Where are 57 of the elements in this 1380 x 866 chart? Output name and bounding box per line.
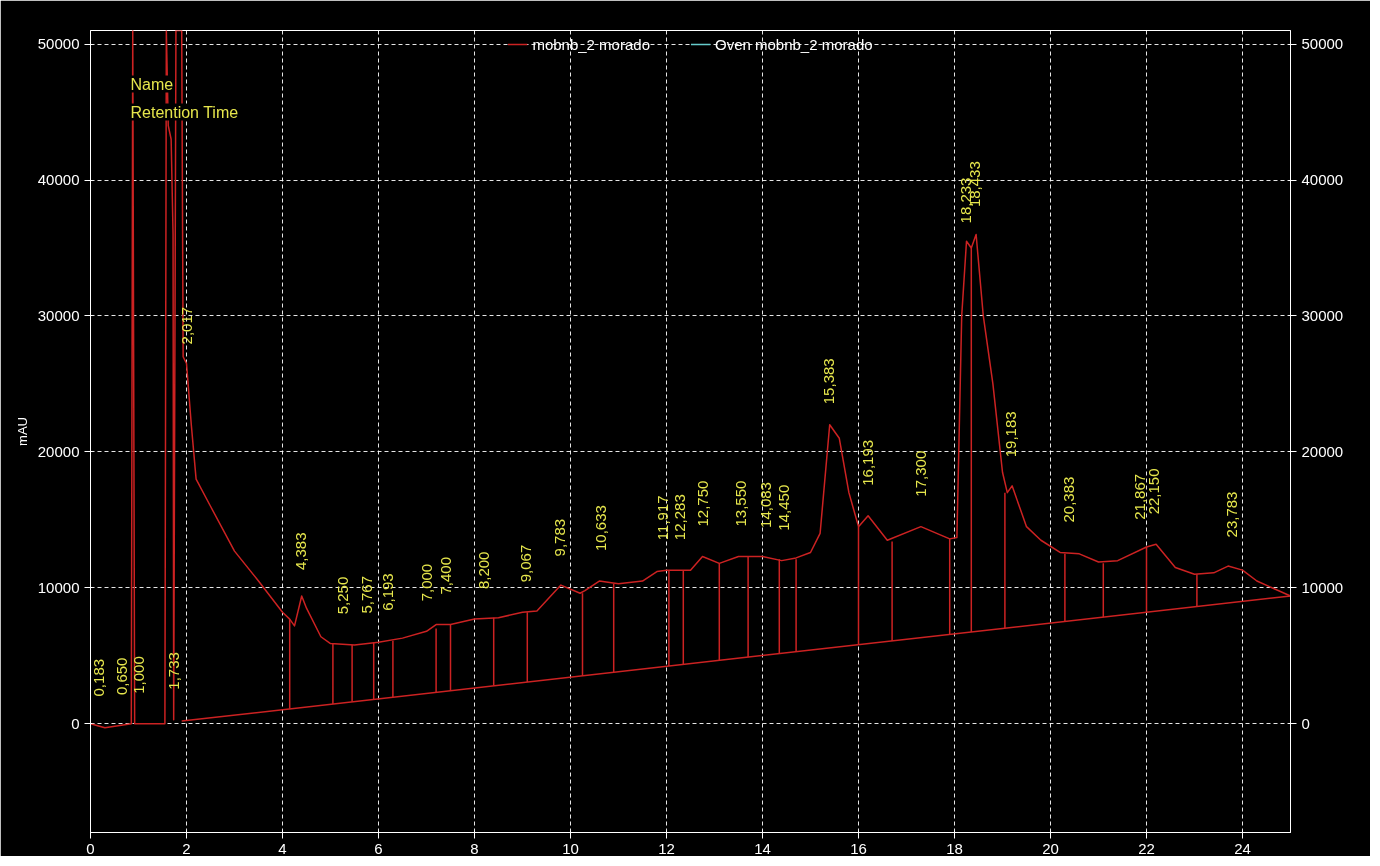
annotation: 20,383 [1059, 476, 1077, 523]
x-tick-label: 12 [658, 839, 675, 857]
x-tick-label: 4 [278, 839, 287, 857]
annotation: 0,183 [90, 658, 108, 697]
annotation: 4,383 [291, 532, 309, 571]
annotation: 1,733 [164, 652, 182, 690]
annotation: 14,450 [775, 484, 793, 531]
annotation: 1,000 [129, 656, 147, 694]
annotation: 11,917 [653, 495, 671, 541]
annotation: Name [130, 75, 174, 93]
x-tick-label: 10 [562, 839, 579, 857]
y-tick-label: 10000 [37, 578, 80, 596]
y-tick-label: 50000 [37, 35, 80, 53]
annotation: 17,300 [911, 450, 929, 497]
annotation: 12,283 [671, 494, 689, 541]
annotation: 8,200 [475, 551, 493, 590]
x-tick-label: 20 [1042, 839, 1059, 857]
x-tick-label: 6 [374, 839, 383, 857]
x-tick-label: 18 [946, 839, 963, 857]
annotation: 2,017 [178, 306, 196, 345]
x-tick-label: 8 [470, 839, 479, 857]
y2-tick-label: 40000 [1301, 171, 1344, 189]
y2-tick-label: 10000 [1301, 578, 1344, 596]
y-tick-label: 0 [71, 714, 80, 732]
y2-tick-label: 20000 [1301, 442, 1344, 460]
annotation: 13,550 [731, 480, 749, 527]
y-tick-label: 40000 [37, 171, 80, 189]
x-tick-label: 14 [754, 839, 771, 857]
legend-label: mobnb_2 morado [532, 35, 650, 53]
y-axis-title: mAU [14, 417, 30, 446]
annotation: 5,250 [333, 576, 351, 615]
legend-label: Oven mobnb_2 morado [714, 35, 873, 53]
x-tick-label: 2 [182, 839, 191, 857]
annotation: 12,750 [693, 480, 711, 527]
annotation: 9,783 [551, 518, 569, 557]
y2-tick-label: 50000 [1301, 35, 1344, 53]
annotation: 16,193 [858, 439, 876, 486]
annotation: 6,193 [378, 573, 396, 611]
annotation: 5,767 [358, 576, 376, 614]
annotation: 10,633 [591, 505, 609, 552]
x-tick-label: 22 [1138, 839, 1155, 857]
annotation: 19,183 [1002, 411, 1020, 458]
annotation: 15,383 [819, 358, 837, 405]
y2-tick-label: 0 [1301, 714, 1310, 732]
x-tick-label: 24 [1234, 839, 1251, 857]
y2-tick-label: 30000 [1301, 306, 1344, 324]
annotation: 7,400 [436, 556, 454, 595]
annotation: 14,083 [757, 482, 775, 528]
annotation: 7,000 [417, 563, 435, 602]
x-tick-label: 0 [86, 839, 95, 857]
annotation: 23,783 [1223, 491, 1241, 538]
annotation: 0,650 [112, 657, 130, 696]
annotation: Retention Time [130, 103, 239, 121]
y-tick-label: 30000 [37, 306, 80, 324]
y-tick-label: 20000 [37, 442, 80, 460]
x-tick-label: 16 [850, 839, 867, 857]
annotation: 9,067 [516, 544, 534, 583]
